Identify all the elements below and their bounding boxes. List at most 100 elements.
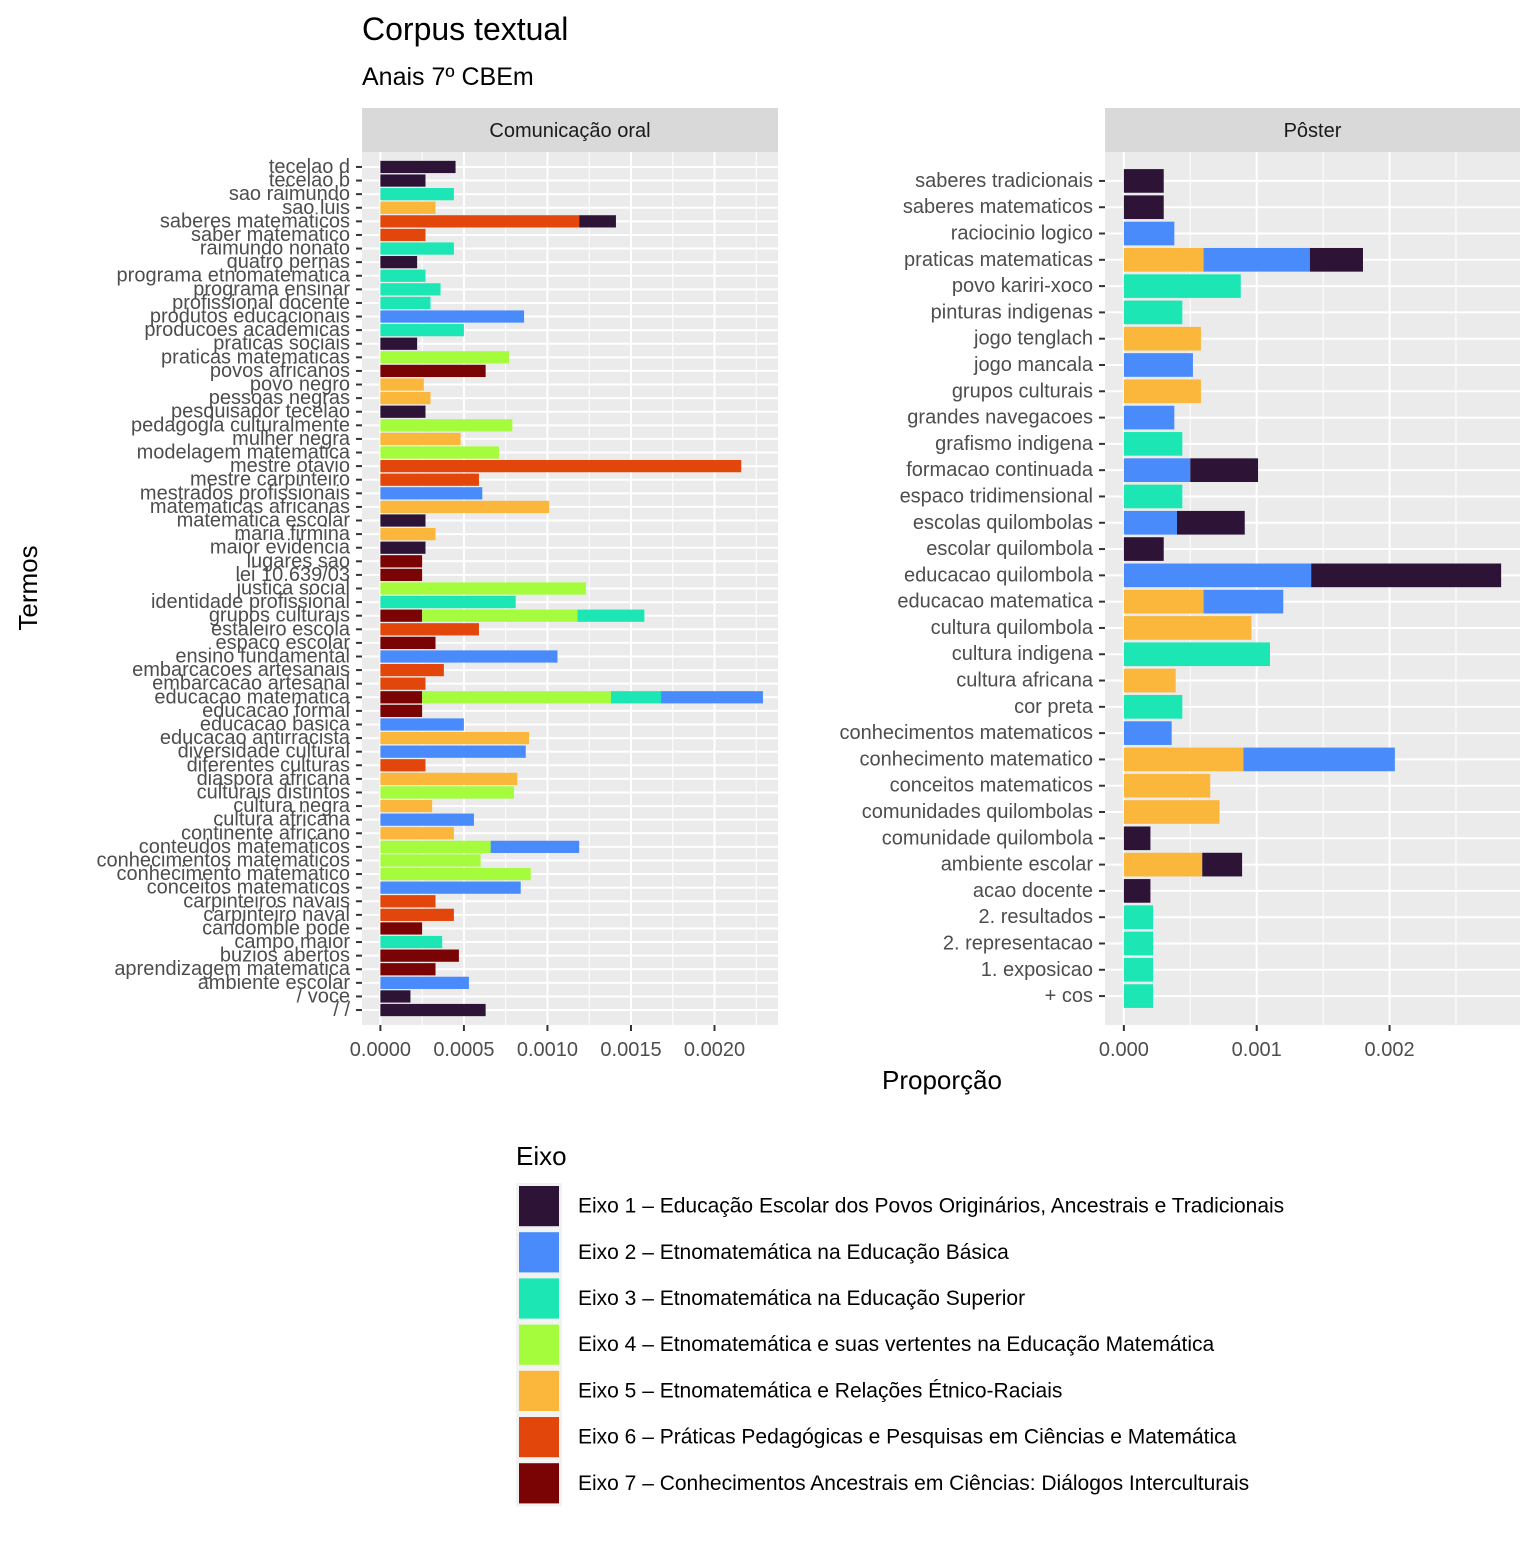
y-tick-label: escolas quilombolas — [913, 512, 1093, 534]
y-tick-label: buzios abertos — [220, 945, 350, 967]
bar-tecelao-b-e1 — [380, 174, 426, 187]
y-tick-label: maior evidencia — [210, 537, 351, 559]
y-tick-label: cultura indigena — [952, 643, 1094, 665]
bar-espaco-escolar-e7 — [380, 636, 436, 650]
y-tick-label: raimundo nonato — [200, 238, 350, 260]
legend-item-e6: Eixo 6 – Práticas Pedagógicas e Pesquisa… — [516, 1414, 1237, 1461]
bar-mulher-negra-e5 — [380, 432, 461, 446]
bar-sao-luis-e5 — [380, 201, 436, 214]
bar-educacao-quilombola-e2 — [1123, 563, 1312, 588]
legend-label: Eixo 6 – Práticas Pedagógicas e Pesquisa… — [578, 1426, 1237, 1449]
legend-label: Eixo 7 – Conhecimentos Ancestrais em Ciê… — [578, 1472, 1249, 1495]
x-tick-label: 0.001 — [1232, 1039, 1282, 1061]
bar-matematica-escolar-e1 — [380, 514, 426, 527]
bar-saberes-matematicos-e1 — [579, 215, 616, 228]
legend: Eixo 1 – Educação Escolar dos Povos Orig… — [516, 1183, 1284, 1507]
legend-swatch — [519, 1463, 559, 1504]
y-tick-label: sao raimundo — [229, 183, 350, 205]
bar-educacao-matematica-e2 — [1203, 589, 1284, 614]
y-tick-label: estaleiro escola — [211, 618, 351, 640]
bar-praticas-matematicas-e1 — [1309, 247, 1363, 272]
y-tick-label: conhecimentos matematicos — [97, 849, 350, 871]
y-tick-label: mestrados profissionais — [140, 482, 350, 504]
bar-ambiente-escolar-e5 — [1123, 852, 1203, 877]
y-tick-label: mulher negra — [232, 428, 351, 450]
y-tick-label: saberes matematicos — [160, 210, 350, 232]
y-tick-label: formacao continuada — [906, 459, 1094, 481]
bar-educacao-formal-e7 — [380, 704, 423, 718]
bar-conhecimento-matematico-e4 — [380, 867, 531, 881]
bar-conhecimento-matematico-e5 — [1123, 747, 1244, 772]
y-axis-title: Termos — [13, 545, 43, 630]
legend-swatch — [519, 1186, 559, 1227]
bar-carpinteiros-navais-e6 — [380, 895, 436, 908]
y-tick-label: tecelao b — [269, 170, 350, 192]
bar-tecelao-d-e1 — [380, 160, 456, 174]
bar-comunidades-quilombolas-e5 — [1123, 800, 1220, 824]
bar-lugares-sao-e7 — [380, 555, 423, 568]
y-tick-label: sao luis — [282, 197, 350, 219]
bar-aprendizagem-matematica-e7 — [380, 963, 436, 976]
bar-praticas-sociais-e1 — [380, 337, 418, 350]
y-tick-label: mestre otavio — [230, 455, 350, 477]
panel-p-ster: Pôster saberes tradicionais saberes matema… — [840, 108, 1520, 1061]
bar-pedagogia-culturalmente-e4 — [380, 419, 513, 432]
bar-mestre-otavio-e6 — [380, 459, 742, 473]
y-tick-label: conceitos matematicos — [147, 877, 350, 899]
x-tick-label: 0.0015 — [600, 1039, 661, 1061]
bar-conhecimento-matematico-e2 — [1243, 747, 1395, 772]
legend-swatch — [519, 1232, 559, 1273]
y-tick-label: ensino fundamental — [175, 645, 350, 667]
bar-educacao-antirracista-e5 — [380, 731, 530, 745]
bar-educacao-basica-e2 — [380, 718, 464, 731]
bar-escolar-quilombola-e1 — [1123, 537, 1164, 561]
bar-cultura-africana-e2 — [380, 813, 474, 826]
y-tick-label: pesquisador tecelao — [171, 401, 350, 423]
legend-label: Eixo 5 – Etnomatemática e Relações Étnic… — [578, 1379, 1062, 1402]
bar-cos-e3 — [1123, 984, 1154, 1008]
y-tick-label: saberes tradicionais — [915, 170, 1093, 192]
bar-profissional-docente-e3 — [380, 296, 431, 310]
bar-raimundo-nonato-e3 — [380, 242, 454, 255]
y-tick-label: carpinteiros navais — [183, 890, 350, 912]
chart-title: Corpus textual — [362, 11, 568, 47]
bar-2-resultados-e3 — [1123, 905, 1154, 930]
bar-voce-e1 — [380, 990, 411, 1003]
y-tick-label: educacao basica — [200, 713, 351, 735]
y-tick-label: grupos culturais — [952, 380, 1093, 402]
y-tick-label: / / — [333, 999, 350, 1021]
bar-conceitos-matematicos-e5 — [1123, 773, 1211, 798]
bar-saberes-matematicos-e1 — [1123, 195, 1164, 220]
bar-povo-kariri-xoco-e3 — [1123, 274, 1241, 298]
bar-espaco-tridimensional-e3 — [1123, 484, 1183, 509]
y-tick-label: educacao formal — [202, 700, 350, 722]
y-tick-label: comunidades quilombolas — [862, 801, 1093, 823]
bar-saber-matematico-e6 — [380, 228, 426, 242]
y-tick-label: jogo mancala — [973, 354, 1094, 376]
bar-2-representacao-e3 — [1123, 931, 1154, 956]
legend-swatch — [519, 1324, 559, 1365]
bar-x-e1 — [380, 1003, 486, 1017]
bar-educacao-matematica-e4 — [422, 691, 611, 704]
y-tick-label: identidade profissional — [151, 591, 350, 613]
bar-1-exposicao-e3 — [1123, 957, 1154, 982]
x-tick-label: 0.0000 — [350, 1039, 411, 1061]
bar-diversidade-cultural-e2 — [380, 745, 526, 758]
bar-educacao-matematica-e2 — [661, 691, 763, 704]
bar-programa-etnomatematica-e3 — [380, 269, 426, 282]
bar-grafismo-indigena-e3 — [1123, 432, 1183, 456]
y-tick-label: saber matematico — [191, 224, 350, 246]
bar-pessoas-negras-e5 — [380, 392, 431, 405]
bar-culturais-distintos-e4 — [380, 786, 515, 799]
bar-conteudos-matematicos-e4 — [380, 840, 491, 853]
bar-praticas-matematicas-e5 — [1123, 247, 1204, 272]
y-tick-label: povo kariri-xoco — [952, 275, 1093, 297]
bar-programa-ensinar-e3 — [380, 283, 441, 296]
bar-campo-maior-e3 — [380, 935, 443, 949]
y-tick-label: conhecimentos matematicos — [840, 722, 1093, 744]
bar-educacao-matematica-e3 — [610, 691, 662, 704]
y-tick-label: culturais distintos — [197, 781, 350, 803]
bar-cor-preta-e3 — [1123, 694, 1183, 719]
